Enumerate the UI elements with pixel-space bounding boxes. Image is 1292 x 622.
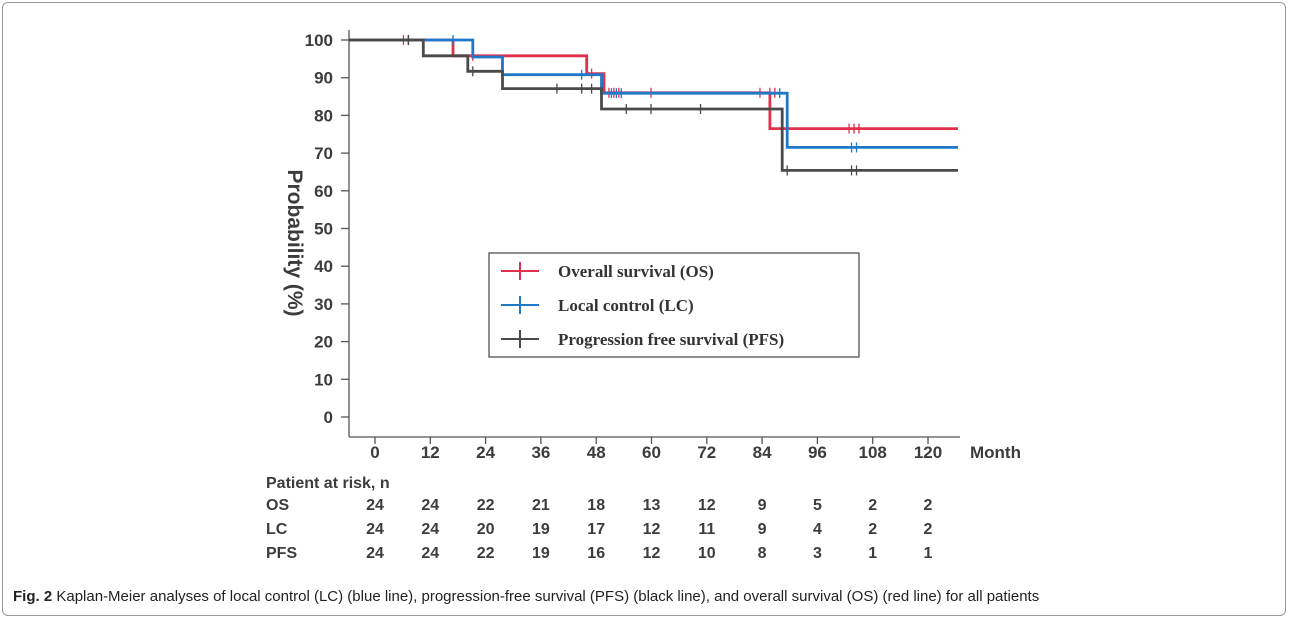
x-tick-label: 24 [476,443,495,462]
risk-cell: 9 [758,497,767,514]
risk-cell: 12 [643,545,661,562]
risk-cell: 24 [421,545,439,562]
risk-cell: 24 [421,497,439,514]
x-tick-label: 0 [370,443,379,462]
risk-cell: 3 [813,545,822,562]
risk-cell: 16 [587,545,605,562]
x-tick-label: 120 [914,443,942,462]
y-tick-label: 0 [324,408,333,427]
risk-cell: 22 [477,545,495,562]
risk-cell: 2 [924,521,933,538]
os-curve [349,38,958,130]
risk-row-label: LC [266,521,288,538]
risk-cell: 17 [587,521,605,538]
legend-lc-label: Local control (LC) [558,296,694,315]
x-tick-label: 60 [642,443,661,462]
risk-cell: 2 [924,497,933,514]
risk-cell: 1 [924,545,933,562]
legend-os-label: Overall survival (OS) [558,262,714,281]
y-tick-label: 70 [314,144,333,163]
risk-cell: 11 [698,521,715,538]
survival-curves [349,35,958,176]
legend: Overall survival (OS) Local control (LC) P… [488,252,860,358]
risk-cell: 24 [366,545,384,562]
x-axis-label: Month [970,443,1021,462]
risk-cell: 5 [813,497,822,514]
risk-cell: 21 [532,497,550,514]
legend-pfs-label: Progression free survival (PFS) [558,330,784,349]
x-tick-label: 72 [697,443,716,462]
risk-row-label: OS [266,497,289,514]
risk-cell: 24 [366,521,384,538]
risk-row-label: PFS [266,545,297,562]
risk-cell: 19 [532,545,550,562]
risk-cell: 18 [587,497,605,514]
risk-cell: 20 [477,521,495,538]
y-tick-label: 60 [314,182,333,201]
x-tick-label: 12 [421,443,440,462]
y-tick-label: 40 [314,257,333,276]
caption-text: Kaplan-Meier analyses of local control (… [56,588,1040,605]
y-tick-label: 50 [314,220,333,239]
y-tick-label: 10 [314,370,333,389]
risk-cell: 24 [421,521,439,538]
y-tick-label: 80 [314,106,333,125]
x-tick-label: 84 [753,443,772,462]
risk-cell: 2 [868,497,877,514]
risk-cell: 13 [643,497,661,514]
risk-cell: 9 [758,521,767,538]
risk-cell: 4 [813,521,822,538]
y-tick-label: 100 [305,31,333,50]
axes: 0 10 20 30 40 50 60 70 80 90 100 0 12 24 36 48 60 72 84 96 1… [283,30,1021,462]
legend-box [488,252,860,358]
lc-curve [349,38,958,149]
risk-cell: 22 [477,497,495,514]
caption-label: Fig. 2 [13,588,53,605]
x-tick-label: 108 [859,443,887,462]
pfs-curve [349,38,958,172]
y-axis-label: Probability (%) [283,169,306,316]
risk-cell: 12 [643,521,661,538]
risk-cell: 19 [532,521,550,538]
figure-caption: Fig. 2 Kaplan-Meier analyses of local co… [13,588,1283,605]
risk-cell: 10 [698,545,716,562]
risk-cell: 2 [868,521,877,538]
x-tick-label: 96 [808,443,827,462]
risk-cell: 8 [758,545,767,562]
risk-cell: 24 [366,497,384,514]
y-tick-label: 30 [314,295,333,314]
x-tick-label: 36 [531,443,550,462]
x-tick-label: 48 [587,443,606,462]
y-tick-label: 20 [314,333,333,352]
risk-cell: 1 [868,545,877,562]
y-tick-label: 90 [314,69,333,88]
risk-cell: 12 [698,497,716,514]
risk-table: Patient at risk, nOS 24 24 22 21 18 13 12 9 5 2 2LC… [266,475,933,562]
risk-table-title: Patient at risk, n [266,475,390,492]
